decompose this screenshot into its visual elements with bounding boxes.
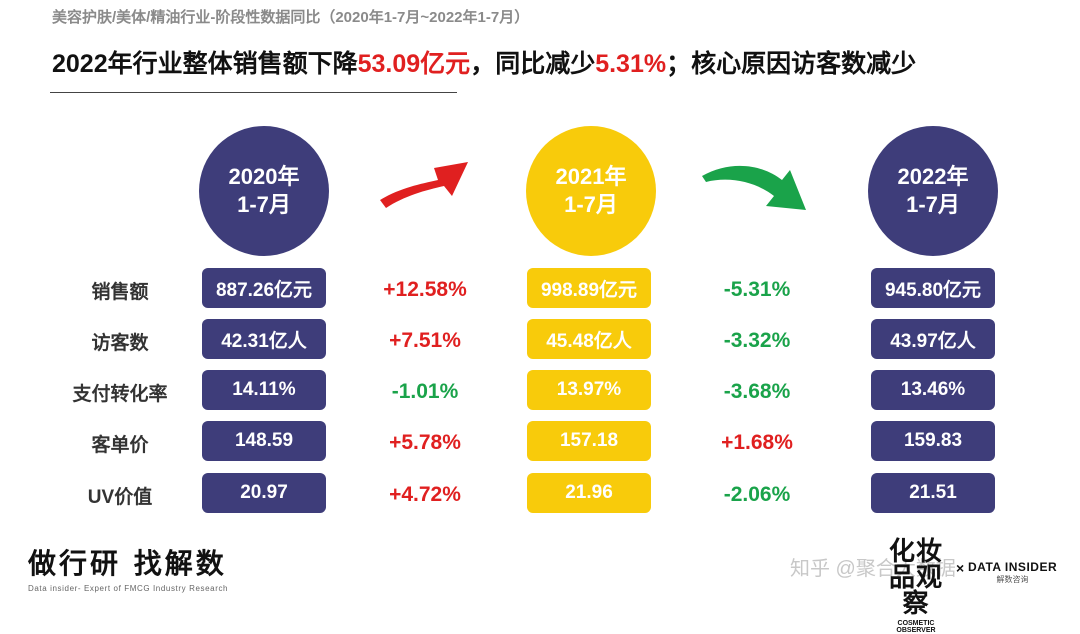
brand-slogan: 做行研 找解数 [28,547,227,580]
value-2022-aov: 159.83 [871,421,995,461]
period-circle-2021: 2021年 1-7月 [526,126,656,256]
green-down-arrow-icon [702,165,806,210]
red-up-arrow-icon [380,162,468,208]
zhihu-watermark: 知乎 @聚合大数据 [790,558,956,580]
period-circle-2020: 2020年 1-7月 [199,126,329,256]
change-2022-uv-value: -2.06% [723,483,791,506]
change-2021-visitors: +7.51% [389,329,461,352]
value-2021-conversion: 13.97% [527,370,651,410]
metric-label-uv-value: UV价值 [87,487,153,508]
headline-part3: ；核心原因访客数减少 [666,50,917,78]
value-2022-sales: 945.80亿元 [871,268,995,308]
change-2022-sales: -5.31% [723,278,791,301]
headline-part1: 2022年行业整体销售额下降 [52,50,358,78]
value-2022-uv-value: 21.51 [871,473,995,513]
metric-label-sales: 销售额 [91,282,149,303]
headline-part2: ，同比减少 [470,50,596,78]
value-2021-visitors: 45.48亿人 [527,319,651,359]
page-subtitle: 美容护肤/美体/精油行业-阶段性数据同比（2020年1-7月~2022年1-7月… [52,9,530,26]
metric-label-aov: 客单价 [91,435,149,456]
change-2021-conversion: -1.01% [391,380,459,403]
headline-highlight-percent: 5.31% [595,50,667,78]
data-insider-logo: DATA INSIDER 解数咨询 [968,560,1057,585]
period-year: 2022年 [897,164,969,189]
metric-label-visitors: 访客数 [91,333,149,354]
logo-main-text: 化妆品观察 [888,536,943,618]
headline-highlight-amount: 53.09亿元 [357,50,471,78]
value-2021-sales: 998.89亿元 [527,268,651,308]
period-months: 1-7月 [564,192,618,217]
logo-separator: × [956,560,965,576]
logo-sub-text: COSMETIC OBSERVER [896,620,936,634]
logo-sub-text: 解数咨询 [996,575,1029,584]
period-months: 1-7月 [906,192,960,217]
value-2022-visitors: 43.97亿人 [871,319,995,359]
period-circle-2022: 2022年 1-7月 [868,126,998,256]
headline-divider [50,92,457,93]
period-year: 2020年 [228,164,300,189]
value-2020-visitors: 42.31亿人 [202,319,326,359]
change-2021-sales: +12.58% [383,278,467,301]
value-2021-aov: 157.18 [527,421,651,461]
change-2021-aov: +5.78% [389,431,461,454]
value-2020-conversion: 14.11% [202,370,326,410]
change-2022-aov: +1.68% [721,431,793,454]
change-2021-uv-value: +4.72% [389,483,461,506]
value-2020-aov: 148.59 [202,421,326,461]
period-year: 2021年 [555,164,627,189]
period-months: 1-7月 [237,192,291,217]
value-2021-uv-value: 21.96 [527,473,651,513]
metric-label-conversion: 支付转化率 [72,384,168,405]
brand-tagline: Data insider- Expert of FMCG Industry Re… [28,584,229,593]
value-2020-uv-value: 20.97 [202,473,326,513]
value-2020-sales: 887.26亿元 [202,268,326,308]
change-2022-conversion: -3.68% [723,380,791,403]
headline: 2022年行业整体销售额下降53.09亿元，同比减少5.31%；核心原因访客数减… [52,44,916,80]
change-2022-visitors: -3.32% [723,329,791,352]
cosmetic-observer-logo: 化妆品观察 COSMETIC OBSERVER [878,538,954,634]
value-2022-conversion: 13.46% [871,370,995,410]
logo-main-text: DATA INSIDER [968,560,1058,574]
